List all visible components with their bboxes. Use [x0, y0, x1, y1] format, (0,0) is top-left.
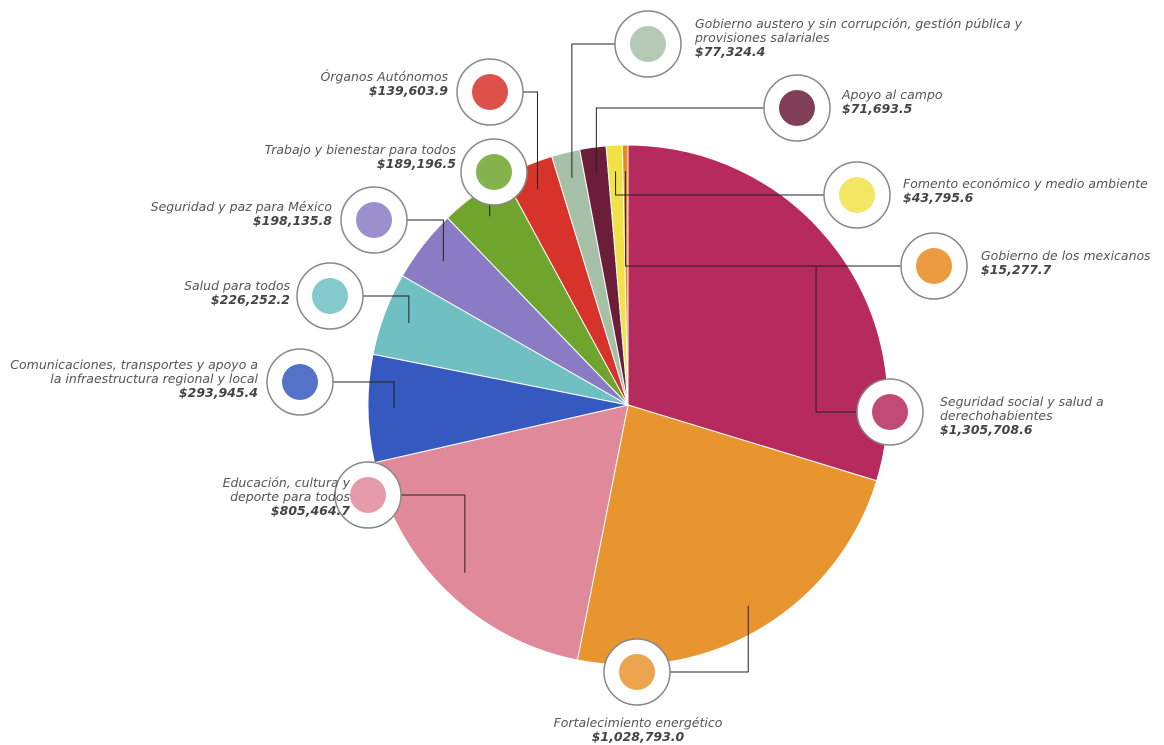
- leader-line: [624, 171, 934, 267]
- category-label: Gobierno austero y sin corrupción, gesti…: [695, 16, 1023, 45]
- icon-glyph: [472, 74, 508, 110]
- value-label: $293,945.4: [178, 385, 258, 400]
- slice: [621, 144, 629, 406]
- slice-label: Fortalecimiento energético $1,028,793.0: [528, 716, 748, 744]
- value-label: $77,324.4: [695, 44, 766, 59]
- category-label: Salud para todos: [184, 278, 290, 293]
- icon-glyph: [312, 278, 348, 314]
- icon-glyph: [356, 202, 392, 238]
- value-label: $226,252.2: [210, 292, 290, 307]
- slice-label: Salud para todos $226,252.2: [140, 279, 290, 307]
- icon-glyph: [916, 248, 952, 284]
- icon-glyph: [350, 477, 386, 513]
- value-label: $1,028,793.0: [591, 729, 685, 744]
- category-label: Fomento económico y medio ambiente: [903, 176, 1148, 191]
- icon-glyph: [619, 654, 655, 690]
- value-label: $43,795.6: [903, 190, 974, 205]
- slice-label: Seguridad social y salud a derechohabien…: [940, 395, 1130, 437]
- value-label: $139,603.9: [368, 83, 448, 98]
- value-label: $805,464.7: [270, 503, 350, 518]
- icon-glyph: [872, 394, 908, 430]
- leader-line: [637, 605, 749, 673]
- leader-line: [595, 107, 797, 174]
- category-label: Gobierno de los mexicanos: [981, 248, 1151, 263]
- value-label: $15,277.7: [981, 262, 1052, 277]
- slice: [367, 353, 629, 464]
- slice-label: Seguridad y paz para México $198,135.8: [112, 200, 332, 228]
- value-label: $71,693.5: [842, 101, 913, 116]
- category-label: Fortalecimiento energético: [553, 715, 723, 730]
- category-label: Órganos Autónomos: [320, 69, 448, 84]
- category-label: Trabajo y bienestar para todos: [264, 142, 456, 157]
- slice-label: Órganos Autónomos $139,603.9: [268, 70, 448, 98]
- icon-glyph: [282, 364, 318, 400]
- value-label: $198,135.8: [252, 213, 332, 228]
- category-label: Seguridad social y salud a derechohabien…: [940, 394, 1104, 423]
- slice-label: Gobierno austero y sin corrupción, gesti…: [695, 17, 1055, 59]
- icon-glyph: [630, 26, 666, 62]
- slice-label: Educación, cultura y deporte para todos $…: [170, 476, 350, 518]
- leader-line: [615, 171, 857, 196]
- icon-glyph: [779, 90, 815, 126]
- category-label: Comunicaciones, transportes y apoyo a la…: [10, 357, 258, 386]
- value-label: $1,305,708.6: [940, 422, 1033, 437]
- category-label: Apoyo al campo: [842, 87, 943, 102]
- category-label: Educación, cultura y deporte para todos: [222, 475, 350, 504]
- slice-label: Gobierno de los mexicanos $15,277.7: [981, 249, 1161, 277]
- slice-label: Comunicaciones, transportes y apoyo a la…: [0, 358, 258, 400]
- icon-glyph: [839, 177, 875, 213]
- icon-glyph: [476, 154, 512, 190]
- category-label: Seguridad y paz para México: [150, 199, 332, 214]
- slice-label: Fomento económico y medio ambiente $43,79…: [903, 177, 1164, 205]
- slice-label: Trabajo y bienestar para todos $189,196.5: [236, 143, 456, 171]
- value-label: $189,196.5: [376, 156, 456, 171]
- slice-label: Apoyo al campo $71,693.5: [842, 88, 962, 116]
